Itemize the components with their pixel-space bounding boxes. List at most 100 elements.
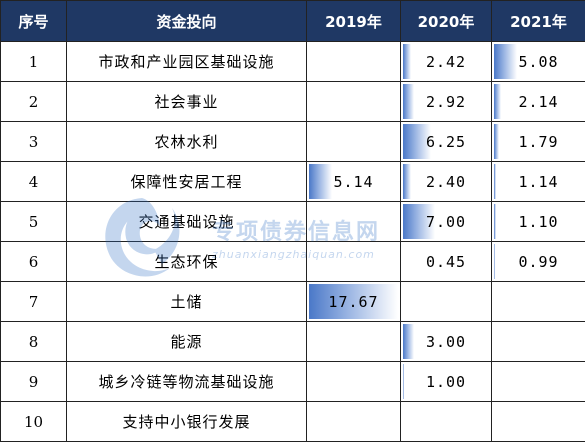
header-investment-direction: 资金投向	[66, 0, 307, 42]
cell-value: 2.40	[425, 172, 467, 191]
cell-2021	[491, 281, 585, 322]
table-row: 8 能源 3.00	[0, 321, 585, 362]
cell-value: 5.14	[333, 172, 374, 191]
row-investment-direction: 农林水利	[66, 121, 307, 162]
table-row: 5 交通基础设施 7.00 1.10	[0, 201, 585, 242]
data-bar	[494, 124, 500, 159]
cell-value: 1.10	[518, 212, 559, 231]
cell-2021: 0.99	[491, 241, 585, 282]
row-index: 7	[0, 281, 67, 322]
cell-2020	[400, 401, 492, 442]
cell-2019	[306, 321, 401, 362]
cell-value: 2.14	[518, 92, 559, 111]
cell-2021: 1.10	[491, 201, 585, 242]
data-bar	[494, 164, 496, 199]
cell-2020: 1.00	[400, 361, 492, 402]
row-index: 5	[0, 201, 67, 242]
row-index: 3	[0, 121, 67, 162]
table-header: 序号 资金投向 2019年 2020年 2021年	[0, 0, 585, 42]
cell-2019	[306, 361, 401, 402]
cell-2020: 2.42	[400, 41, 492, 82]
data-bar	[403, 364, 405, 399]
row-investment-direction: 市政和产业园区基础设施	[66, 41, 307, 82]
row-index: 10	[0, 401, 67, 442]
row-index: 2	[0, 81, 67, 122]
data-bar	[403, 124, 431, 159]
table-row: 2 社会事业 2.92 2.14	[0, 81, 585, 122]
cell-2019	[306, 201, 401, 242]
table-row: 1 市政和产业园区基础设施 2.42 5.08	[0, 41, 585, 82]
cell-2021: 2.14	[491, 81, 585, 122]
data-bar	[403, 324, 415, 359]
cell-2021	[491, 361, 585, 402]
row-investment-direction: 交通基础设施	[66, 201, 307, 242]
row-index: 4	[0, 161, 67, 202]
table-body: 1 市政和产业园区基础设施 2.42 5.08 2 社会事业 2.92 2.14 3 农林水利 6.…	[0, 41, 585, 442]
cell-2019	[306, 401, 401, 442]
cell-value: 6.25	[425, 132, 467, 151]
row-index: 6	[0, 241, 67, 282]
cell-2020: 2.92	[400, 81, 492, 122]
table-row: 3 农林水利 6.25 1.79	[0, 121, 585, 162]
data-bar	[494, 84, 502, 119]
cell-2021	[491, 321, 585, 362]
header-2021: 2021年	[491, 0, 585, 42]
cell-value: 1.14	[518, 172, 559, 191]
row-investment-direction: 保障性安居工程	[66, 161, 307, 202]
data-bar	[494, 204, 496, 239]
cell-value: 1.79	[518, 132, 559, 151]
cell-value: 0.45	[425, 252, 467, 271]
data-bar	[403, 44, 412, 79]
cell-value: 2.92	[425, 92, 467, 111]
cell-2019	[306, 41, 401, 82]
data-bar	[403, 204, 435, 239]
cell-value: 3.00	[425, 332, 467, 351]
cell-2019	[306, 81, 401, 122]
cell-value: 7.00	[425, 212, 467, 231]
table-row: 6 生态环保 0.45 0.99	[0, 241, 585, 282]
cell-2019: 17.67	[306, 281, 401, 322]
row-investment-direction: 能源	[66, 321, 307, 362]
row-investment-direction: 生态环保	[66, 241, 307, 282]
cell-2020: 7.00	[400, 201, 492, 242]
table-row: 10 支持中小银行发展	[0, 401, 585, 442]
row-investment-direction: 支持中小银行发展	[66, 401, 307, 442]
cell-2020: 2.40	[400, 161, 492, 202]
cell-2019: 5.14	[306, 161, 401, 202]
cell-value: 17.67	[328, 292, 379, 311]
data-bar	[494, 244, 496, 279]
cell-2020	[400, 281, 492, 322]
header-2019: 2019年	[306, 0, 401, 42]
cell-2019	[306, 121, 401, 162]
cell-value: 5.08	[518, 52, 559, 71]
row-index: 8	[0, 321, 67, 362]
data-bar	[309, 284, 398, 319]
header-2020: 2020年	[400, 0, 492, 42]
cell-2020: 0.45	[400, 241, 492, 282]
cell-2021	[491, 401, 585, 442]
cell-2021: 5.08	[491, 41, 585, 82]
cell-2019	[306, 241, 401, 282]
row-investment-direction: 社会事业	[66, 81, 307, 122]
row-index: 1	[0, 41, 67, 82]
cell-2020: 3.00	[400, 321, 492, 362]
row-investment-direction: 土储	[66, 281, 307, 322]
table-row: 7 土储 17.67	[0, 281, 585, 322]
cell-2020: 6.25	[400, 121, 492, 162]
table-row: 4 保障性安居工程 5.14 2.40 1.14	[0, 161, 585, 202]
data-bar	[403, 164, 412, 199]
header-index: 序号	[0, 0, 67, 42]
row-index: 9	[0, 361, 67, 402]
cell-value: 2.42	[425, 52, 467, 71]
row-investment-direction: 城乡冷链等物流基础设施	[66, 361, 307, 402]
cell-2021: 1.79	[491, 121, 585, 162]
cell-value: 0.99	[518, 252, 559, 271]
cell-2021: 1.14	[491, 161, 585, 202]
cell-value: 1.00	[425, 372, 467, 391]
data-bar	[403, 84, 414, 119]
data-bar	[309, 164, 333, 199]
table-row: 9 城乡冷链等物流基础设施 1.00	[0, 361, 585, 402]
header-row: 序号 资金投向 2019年 2020年 2021年	[0, 0, 585, 42]
data-bar	[494, 44, 517, 79]
